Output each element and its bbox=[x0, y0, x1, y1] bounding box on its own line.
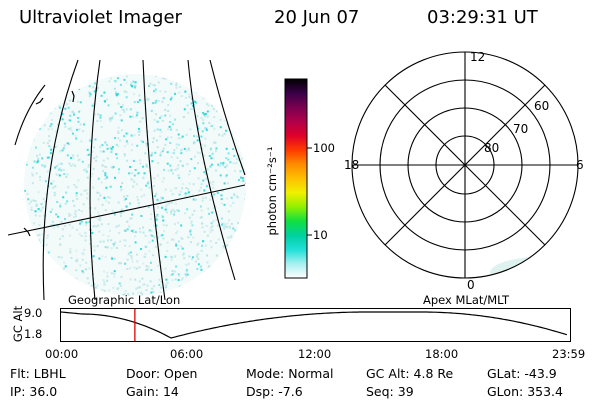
footer-item-door: Door: Open bbox=[126, 366, 198, 381]
date-label: 20 Jun 07 bbox=[274, 7, 360, 28]
yaxis-tick-1-8: 1.8 bbox=[24, 327, 43, 341]
geographic-label: Geographic Lat/Lon bbox=[68, 293, 181, 307]
mlt-label-0: 0 bbox=[467, 278, 475, 292]
yaxis-tick-9: 9.0 bbox=[24, 306, 43, 320]
altitude-plot-frame bbox=[60, 308, 571, 342]
colorbar-tick-label-100: 100 bbox=[313, 141, 335, 155]
polar-emission-patch bbox=[490, 257, 578, 278]
mlt-label-12: 12 bbox=[470, 50, 485, 64]
lat-label-70: 70 bbox=[513, 122, 528, 136]
instrument-title: Ultraviolet Imager bbox=[19, 7, 182, 28]
colorbar-tick-label-10: 10 bbox=[313, 228, 328, 242]
colorbar-unit-label: photon cm⁻²s⁻¹ bbox=[265, 146, 279, 236]
mlt-label-6: 6 bbox=[576, 158, 584, 172]
footer-item-flt: Flt: LBHL bbox=[10, 366, 66, 381]
time-label: 03:29:31 UT bbox=[427, 7, 538, 28]
polar-mlat-mlt-plot: 12 18 6 0 60 70 80 bbox=[344, 50, 584, 292]
xaxis-tick-0000: 00:00 bbox=[45, 347, 79, 361]
polar-grid bbox=[351, 51, 579, 279]
colorbar bbox=[284, 78, 312, 279]
footer-item-glon: GLon: 353.4 bbox=[487, 384, 563, 399]
mlt-label-18: 18 bbox=[344, 158, 359, 172]
polar-emission-core bbox=[533, 258, 577, 276]
geographic-grid bbox=[7, 59, 246, 300]
geographic-image-panel bbox=[7, 59, 246, 300]
footer-item-gc-alt: GC Alt: 4.8 Re bbox=[366, 366, 454, 381]
colorbar-gradient bbox=[284, 78, 308, 279]
xaxis-tick-0600: 06:00 bbox=[170, 347, 204, 361]
footer-item-ip: IP: 36.0 bbox=[10, 384, 58, 399]
coastline-fragments bbox=[23, 90, 75, 237]
apex-label: Apex MLat/MLT bbox=[423, 293, 510, 307]
footer-item-gain: Gain: 14 bbox=[126, 384, 179, 399]
altitude-curve bbox=[60, 311, 568, 339]
altitude-time-plot bbox=[60, 308, 571, 342]
footer-item-dsp: Dsp: -7.6 bbox=[246, 384, 303, 399]
footer-item-mode: Mode: Normal bbox=[246, 366, 334, 381]
xaxis-tick-1800: 18:00 bbox=[425, 347, 459, 361]
lat-label-80: 80 bbox=[484, 141, 499, 155]
footer-item-glat: GLat: -43.9 bbox=[487, 366, 557, 381]
lat-label-60: 60 bbox=[534, 99, 549, 113]
xaxis-tick-1200: 12:00 bbox=[298, 347, 332, 361]
footer-item-seq: Seq: 39 bbox=[366, 384, 414, 399]
gc-alt-axis-label: GC Alt bbox=[11, 305, 25, 343]
xaxis-tick-2359: 23:59 bbox=[552, 347, 586, 361]
